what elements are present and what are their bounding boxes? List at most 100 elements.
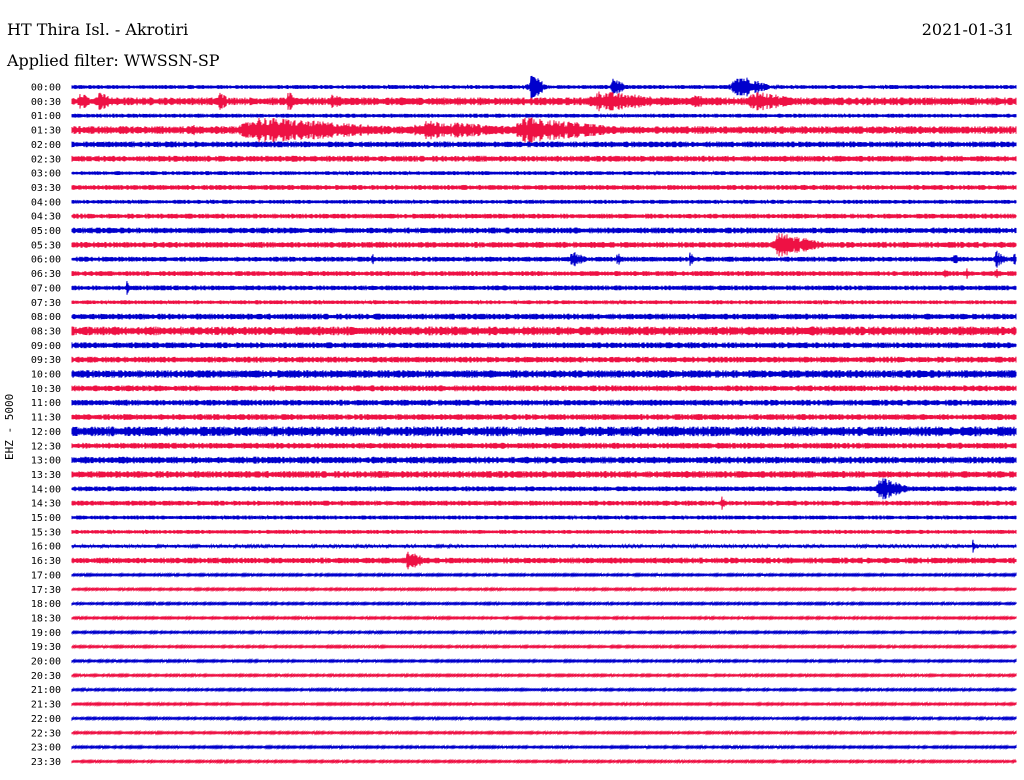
time-label: 02:00 — [31, 140, 61, 151]
time-label: 16:00 — [31, 542, 61, 553]
trace-row: 07:30 — [31, 298, 1017, 309]
seismic-trace — [71, 155, 1017, 162]
seismic-trace — [71, 551, 1017, 570]
seismic-trace — [71, 478, 1017, 500]
seismic-trace — [71, 744, 1017, 751]
seismic-trace — [71, 170, 1017, 176]
trace-row: 00:30 — [31, 91, 1017, 112]
time-label: 09:00 — [31, 341, 61, 352]
trace-row: 18:00 — [31, 599, 1017, 610]
seismic-trace — [71, 313, 1017, 320]
time-label: 01:30 — [31, 126, 61, 137]
trace-row: 16:00 — [31, 539, 1017, 553]
trace-row: 05:30 — [31, 233, 1017, 257]
seismic-trace — [71, 586, 1017, 593]
trace-row: 12:00 — [31, 426, 1017, 438]
trace-row: 22:00 — [31, 714, 1017, 725]
seismic-trace — [71, 686, 1017, 693]
seismic-trace — [71, 233, 1017, 257]
time-label: 06:00 — [31, 255, 61, 266]
trace-row: 10:30 — [31, 384, 1017, 395]
trace-row: 21:00 — [31, 685, 1017, 696]
time-label: 05:30 — [31, 240, 61, 251]
trace-row: 10:00 — [31, 370, 1017, 381]
filter-label: Applied filter: WWSSN-SP — [7, 51, 220, 70]
time-label: 04:30 — [31, 212, 61, 223]
seismic-trace — [71, 281, 1017, 295]
time-label: 18:00 — [31, 599, 61, 610]
seismic-trace — [71, 268, 1017, 279]
seismic-trace — [71, 112, 1017, 119]
time-label: 10:30 — [31, 384, 61, 395]
time-label: 14:30 — [31, 499, 61, 510]
time-label: 08:30 — [31, 326, 61, 337]
seismic-trace — [71, 227, 1017, 234]
seismic-trace — [71, 456, 1017, 464]
trace-row: 00:00 — [31, 75, 1017, 99]
trace-row: 09:00 — [31, 341, 1017, 352]
time-label: 11:00 — [31, 398, 61, 409]
trace-row: 03:30 — [31, 183, 1017, 194]
trace-row: 20:30 — [31, 671, 1017, 682]
trace-row: 01:30 — [31, 117, 1017, 143]
seismic-trace — [71, 672, 1017, 679]
time-label: 19:30 — [31, 642, 61, 653]
seismic-trace — [71, 250, 1017, 268]
time-label: 13:30 — [31, 470, 61, 481]
trace-row: 17:30 — [31, 585, 1017, 596]
trace-row: 05:00 — [31, 226, 1017, 237]
seismic-trace — [71, 643, 1017, 650]
trace-row: 23:00 — [31, 743, 1017, 754]
trace-row: 06:00 — [31, 250, 1017, 268]
seismic-trace — [71, 629, 1017, 636]
time-label: 20:00 — [31, 657, 61, 668]
trace-row: 13:30 — [31, 470, 1017, 481]
trace-row: 22:30 — [31, 728, 1017, 739]
time-label: 15:00 — [31, 513, 61, 524]
seismic-trace — [71, 426, 1017, 437]
trace-row: 14:00 — [31, 478, 1017, 500]
trace-row: 20:00 — [31, 657, 1017, 668]
time-label: 04:00 — [31, 197, 61, 208]
seismic-trace — [71, 184, 1017, 191]
seismic-trace — [71, 729, 1017, 736]
time-label: 05:00 — [31, 226, 61, 237]
time-label: 21:30 — [31, 700, 61, 711]
seismic-trace — [71, 470, 1017, 478]
time-label: 02:30 — [31, 154, 61, 165]
trace-row: 08:30 — [31, 326, 1017, 337]
trace-row: 09:30 — [31, 355, 1017, 366]
station-title: HT Thira Isl. - Akrotiri — [7, 20, 189, 39]
seismic-trace — [71, 528, 1017, 535]
seismic-trace — [71, 539, 1017, 553]
time-label: 17:00 — [31, 570, 61, 581]
seismic-trace — [71, 299, 1017, 306]
seismic-trace — [71, 91, 1017, 112]
time-label: 23:30 — [31, 757, 61, 768]
seismic-trace — [71, 399, 1017, 406]
time-label: 09:30 — [31, 355, 61, 366]
seismic-trace — [71, 342, 1017, 349]
trace-row: 02:00 — [31, 140, 1017, 151]
seismic-trace — [71, 658, 1017, 664]
time-label: 12:00 — [31, 427, 61, 438]
trace-row: 17:00 — [31, 570, 1017, 581]
time-label: 15:30 — [31, 527, 61, 538]
seismic-trace — [71, 615, 1017, 621]
trace-row: 11:30 — [31, 413, 1017, 424]
trace-row: 15:00 — [31, 513, 1017, 524]
time-label: 03:00 — [31, 169, 61, 180]
seismic-trace — [71, 117, 1017, 143]
trace-row: 01:00 — [31, 111, 1017, 122]
trace-row: 21:30 — [31, 700, 1017, 711]
time-label: 00:00 — [31, 83, 61, 94]
trace-row: 19:30 — [31, 642, 1017, 653]
trace-row: 19:00 — [31, 628, 1017, 639]
seismic-trace — [71, 370, 1017, 378]
date-label: 2021-01-31 — [921, 20, 1014, 39]
time-label: 23:00 — [31, 743, 61, 754]
seismic-trace — [71, 715, 1017, 722]
trace-row: 02:30 — [31, 154, 1017, 165]
time-label: 07:00 — [31, 283, 61, 294]
